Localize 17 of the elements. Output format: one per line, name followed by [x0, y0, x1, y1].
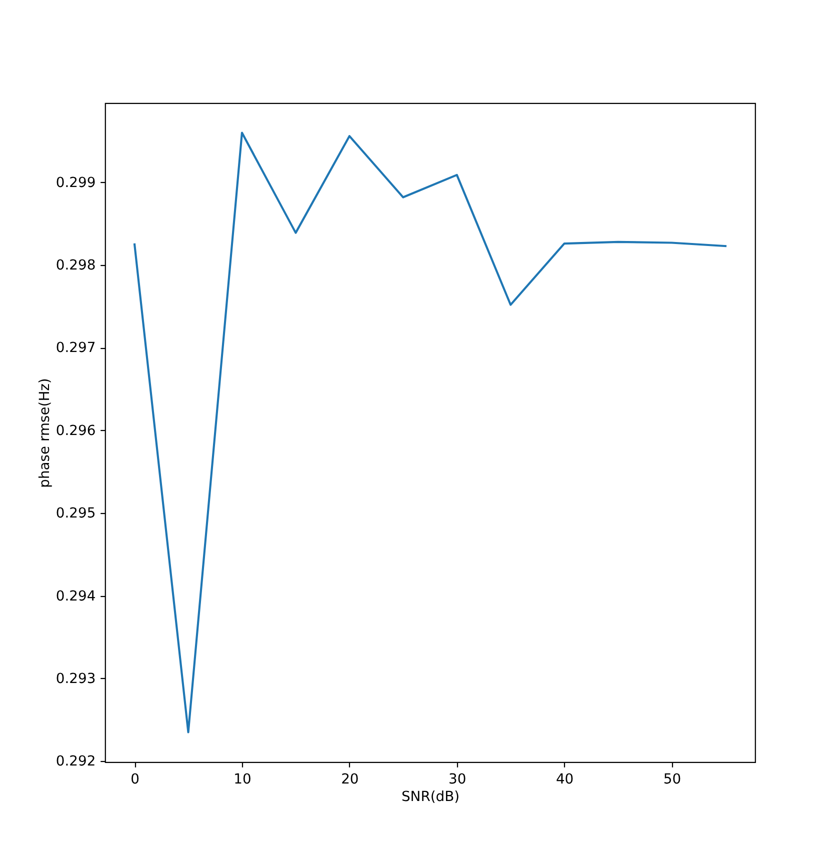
x-tick-label: 30: [448, 771, 466, 788]
y-tick-label: 0.292: [56, 754, 96, 770]
y-tick-label: 0.293: [56, 670, 96, 687]
y-tick-label: 0.297: [56, 340, 96, 356]
x-tick-label: 10: [234, 771, 252, 788]
y-tick-label: 0.298: [56, 258, 96, 274]
x-tick-label: 0: [130, 771, 140, 788]
x-tick-label: 50: [663, 771, 682, 788]
y-axis-title: phase rmse(Hz): [36, 378, 53, 488]
x-tick-label: 40: [556, 771, 574, 788]
y-tick-label: 0.296: [56, 422, 96, 439]
y-tick-label: 0.299: [56, 174, 96, 191]
x-tick-label: 20: [341, 771, 359, 788]
y-tick-label: 0.294: [56, 588, 96, 604]
line-series: [134, 132, 726, 734]
x-axis-title: SNR(dB): [401, 789, 460, 806]
y-tick-label: 0.295: [56, 506, 96, 522]
